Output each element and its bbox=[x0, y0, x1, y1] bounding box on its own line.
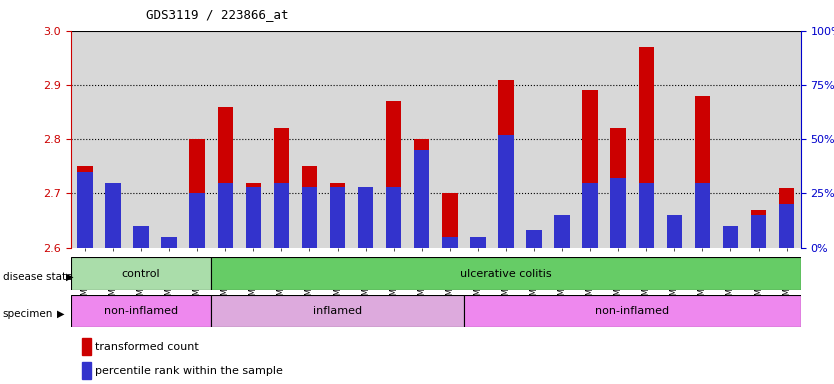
Bar bbox=[82, 362, 91, 379]
Bar bbox=[610, 178, 626, 248]
Text: ulcerative colitis: ulcerative colitis bbox=[460, 268, 552, 279]
Bar bbox=[386, 187, 401, 248]
Bar bbox=[133, 232, 148, 248]
Bar bbox=[555, 215, 570, 248]
Bar bbox=[442, 237, 458, 248]
Text: specimen: specimen bbox=[3, 309, 53, 319]
Bar bbox=[414, 150, 430, 248]
Bar bbox=[751, 210, 766, 248]
Bar bbox=[358, 188, 374, 248]
Bar bbox=[470, 237, 485, 248]
Bar bbox=[639, 183, 654, 248]
Bar bbox=[302, 166, 317, 248]
Text: control: control bbox=[122, 268, 160, 279]
Bar bbox=[666, 215, 682, 248]
Bar bbox=[218, 183, 233, 248]
Bar bbox=[105, 183, 121, 248]
Bar bbox=[666, 220, 682, 248]
Bar bbox=[498, 135, 514, 248]
Bar bbox=[526, 230, 542, 248]
Bar bbox=[71, 257, 211, 290]
Text: inflamed: inflamed bbox=[313, 306, 362, 316]
Bar bbox=[274, 183, 289, 248]
Bar bbox=[582, 183, 598, 248]
Bar bbox=[162, 237, 177, 248]
Text: non-inflamed: non-inflamed bbox=[104, 306, 178, 316]
Text: non-inflamed: non-inflamed bbox=[595, 306, 670, 316]
Text: ▶: ▶ bbox=[57, 309, 64, 319]
Text: disease state: disease state bbox=[3, 272, 72, 282]
Bar bbox=[779, 204, 794, 248]
Bar bbox=[211, 295, 464, 327]
Bar bbox=[442, 194, 458, 248]
Bar bbox=[751, 215, 766, 248]
Bar bbox=[245, 183, 261, 248]
Bar bbox=[78, 172, 93, 248]
Bar bbox=[274, 128, 289, 248]
Bar bbox=[695, 183, 710, 248]
Bar bbox=[386, 101, 401, 248]
Text: transformed count: transformed count bbox=[95, 341, 198, 352]
Bar bbox=[133, 226, 148, 248]
Bar bbox=[582, 90, 598, 248]
Bar bbox=[82, 338, 91, 355]
Bar bbox=[723, 226, 738, 248]
Bar bbox=[245, 187, 261, 248]
Bar bbox=[695, 96, 710, 248]
Bar bbox=[414, 139, 430, 248]
Bar bbox=[71, 295, 211, 327]
Bar bbox=[610, 128, 626, 248]
Text: percentile rank within the sample: percentile rank within the sample bbox=[95, 366, 283, 376]
Bar bbox=[162, 237, 177, 248]
Bar bbox=[639, 47, 654, 248]
Bar bbox=[218, 107, 233, 248]
Bar bbox=[211, 257, 801, 290]
Bar bbox=[329, 183, 345, 248]
Bar bbox=[189, 139, 205, 248]
Bar bbox=[779, 188, 794, 248]
Text: ▶: ▶ bbox=[66, 272, 73, 282]
Bar bbox=[105, 183, 121, 248]
Bar bbox=[555, 220, 570, 248]
Bar bbox=[358, 187, 374, 248]
Bar bbox=[329, 187, 345, 248]
Bar bbox=[78, 166, 93, 248]
Bar bbox=[464, 295, 801, 327]
Bar bbox=[470, 237, 485, 248]
Bar bbox=[302, 187, 317, 248]
Bar bbox=[526, 232, 542, 248]
Bar bbox=[189, 194, 205, 248]
Text: GDS3119 / 223866_at: GDS3119 / 223866_at bbox=[146, 8, 289, 22]
Bar bbox=[498, 79, 514, 248]
Bar bbox=[723, 226, 738, 248]
